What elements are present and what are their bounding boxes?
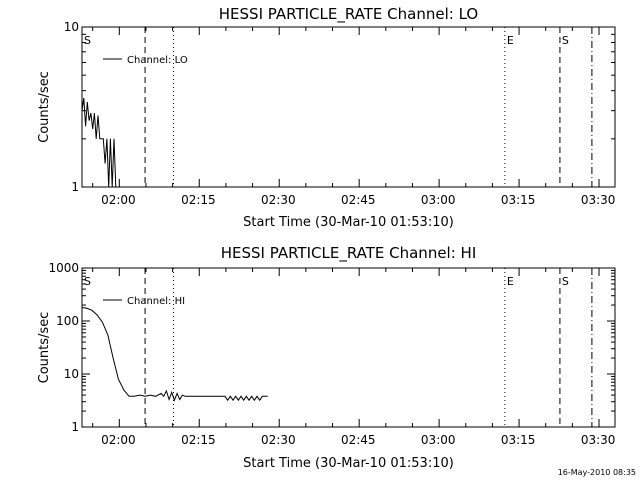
y-axis-label: Counts/sec xyxy=(37,71,52,143)
x-tick-label: 03:30 xyxy=(581,193,616,207)
legend-label: Channel: LO xyxy=(127,55,188,66)
y-tick-label: 1 xyxy=(71,180,79,194)
chart-title: HESSI PARTICLE_RATE Channel: HI xyxy=(221,244,477,263)
event-marker-label: E xyxy=(507,34,514,47)
y-tick-label: 10 xyxy=(64,20,79,34)
data-series-line xyxy=(81,97,117,188)
x-tick-label: 02:45 xyxy=(341,433,376,447)
y-tick-label: 100 xyxy=(56,314,79,328)
x-tick-label: 02:30 xyxy=(261,433,296,447)
y-axis-label: Counts/sec xyxy=(37,312,52,384)
event-marker-label: S xyxy=(562,34,569,47)
legend-label: Channel: HI xyxy=(127,296,185,307)
x-tick-label: 02:45 xyxy=(341,193,376,207)
generated-timestamp: 16-May-2010 08:35 xyxy=(558,468,636,477)
event-marker-label: S xyxy=(84,34,91,47)
x-tick-label: 02:00 xyxy=(101,433,136,447)
y-tick-label: 10 xyxy=(64,367,79,381)
x-tick-label: 02:15 xyxy=(181,433,216,447)
x-tick-label: 03:15 xyxy=(501,193,536,207)
y-tick-label: 1000 xyxy=(48,261,79,275)
event-marker-label: E xyxy=(507,275,514,288)
plot-frame xyxy=(81,26,616,188)
plot-frame xyxy=(81,267,616,428)
x-tick-label: 03:00 xyxy=(421,433,456,447)
event-marker-label: S xyxy=(562,275,569,288)
x-tick-label: 03:00 xyxy=(421,193,456,207)
x-tick-label: 03:30 xyxy=(581,433,616,447)
chart-panel-2: HESSI PARTICLE_RATE Channel: HI 02:00 02:1… xyxy=(37,244,616,471)
x-tick-label: 02:15 xyxy=(181,193,216,207)
x-axis-label: Start Time (30-Mar-10 01:53:10) xyxy=(243,215,454,230)
x-tick-label: 03:15 xyxy=(501,433,536,447)
y-tick-label: 1 xyxy=(71,420,79,434)
x-tick-label: 02:00 xyxy=(101,193,136,207)
chart-panel-1: HESSI PARTICLE_RATE Channel: LO 02:00 02:1… xyxy=(37,5,616,230)
x-tick-label: 02:30 xyxy=(261,193,296,207)
chart-title: HESSI PARTICLE_RATE Channel: LO xyxy=(219,5,478,24)
event-marker-label: S xyxy=(84,275,91,288)
data-series-line xyxy=(81,307,268,402)
x-axis-label: Start Time (30-Mar-10 01:53:10) xyxy=(243,456,454,471)
